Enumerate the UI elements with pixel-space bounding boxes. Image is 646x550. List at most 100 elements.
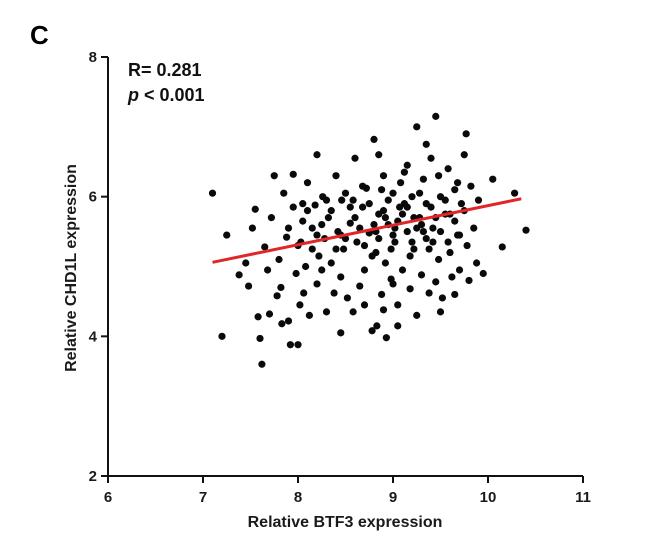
data-point — [359, 182, 367, 190]
data-point — [384, 196, 392, 204]
data-point — [318, 266, 326, 274]
data-point — [397, 179, 405, 187]
data-point — [410, 245, 418, 253]
data-point — [346, 219, 354, 227]
data-point — [470, 224, 478, 232]
data-point — [296, 301, 304, 309]
data-point — [416, 189, 424, 197]
data-point — [368, 252, 376, 260]
data-point — [359, 203, 367, 211]
data-point — [273, 292, 281, 300]
data-point — [444, 238, 452, 246]
data-point — [406, 252, 414, 260]
data-point — [451, 217, 459, 225]
data-point — [277, 283, 285, 292]
data-point — [351, 154, 359, 162]
x-axis-title: Relative BTF3 expression — [248, 514, 443, 531]
data-point — [278, 320, 286, 328]
data-point — [438, 294, 446, 302]
data-point — [315, 252, 323, 260]
data-point — [413, 311, 421, 319]
x-tick-label: 7 — [199, 489, 207, 506]
data-point — [427, 203, 435, 211]
data-point — [429, 224, 437, 232]
data-point — [444, 165, 452, 173]
data-point — [318, 221, 326, 229]
data-point — [382, 334, 390, 342]
data-point — [465, 276, 473, 285]
data-point — [332, 245, 340, 253]
data-point — [441, 196, 449, 204]
data-point — [394, 322, 402, 330]
data-point — [302, 262, 310, 271]
data-points — [208, 112, 530, 368]
data-point — [436, 227, 445, 236]
data-point — [467, 182, 475, 190]
data-point — [387, 245, 395, 253]
data-point — [422, 234, 430, 243]
data-point — [400, 168, 408, 176]
data-point — [454, 179, 462, 187]
data-point — [349, 308, 357, 316]
data-point — [422, 140, 430, 148]
data-point — [299, 217, 307, 225]
data-point — [375, 151, 383, 159]
data-point — [356, 282, 364, 290]
data-point — [283, 233, 291, 241]
data-point — [341, 189, 350, 197]
data-point — [419, 175, 427, 183]
data-point — [245, 282, 253, 290]
data-point — [265, 310, 274, 318]
data-point — [322, 308, 331, 316]
data-point — [332, 172, 340, 180]
data-point — [403, 161, 411, 169]
data-point — [446, 248, 454, 257]
data-point — [432, 112, 440, 120]
data-point — [370, 221, 378, 229]
data-point — [267, 214, 275, 222]
data-point — [489, 175, 497, 183]
data-point — [398, 210, 407, 218]
regression-line — [212, 197, 522, 264]
data-point — [394, 301, 402, 309]
data-point — [223, 231, 231, 239]
data-point — [338, 196, 346, 204]
data-point — [303, 207, 312, 215]
data-point — [417, 271, 426, 279]
data-point — [258, 360, 266, 368]
data-point — [403, 227, 411, 236]
data-point — [327, 207, 335, 215]
data-point — [381, 214, 389, 222]
r-value-text: R= 0.281 — [128, 60, 202, 80]
data-point — [294, 341, 302, 349]
data-point — [264, 266, 272, 274]
data-point — [256, 334, 264, 343]
data-point — [455, 266, 464, 274]
data-point — [308, 245, 316, 253]
data-point — [313, 231, 321, 239]
data-point — [308, 224, 316, 232]
data-point — [370, 135, 378, 144]
data-point — [510, 189, 519, 197]
data-point — [413, 123, 421, 131]
data-point — [303, 179, 312, 187]
data-point — [280, 189, 288, 197]
data-point — [284, 224, 293, 232]
data-point — [417, 221, 426, 229]
data-point — [346, 203, 354, 211]
data-point — [235, 271, 243, 279]
panel-label: C — [30, 20, 49, 50]
data-point — [360, 266, 369, 274]
data-point — [337, 329, 345, 337]
data-point — [406, 285, 414, 293]
y-tick-label: 2 — [89, 468, 97, 485]
data-point — [360, 241, 369, 250]
data-point — [427, 154, 435, 162]
data-point — [275, 255, 283, 264]
data-point — [360, 301, 369, 309]
data-point — [242, 259, 250, 267]
y-tick-label: 6 — [89, 189, 97, 206]
data-point — [455, 231, 464, 239]
